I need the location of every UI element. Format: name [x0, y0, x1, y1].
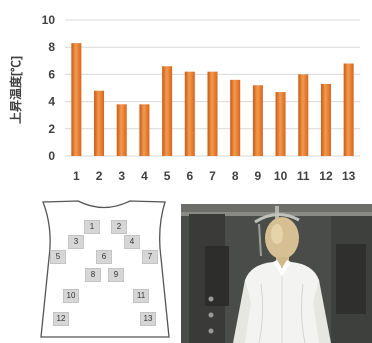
x-tick-label: 2	[96, 169, 103, 183]
bars	[71, 43, 354, 157]
x-tick-label: 13	[342, 169, 356, 183]
x-tick-label: 12	[319, 169, 333, 183]
bar-4	[139, 104, 150, 156]
bar-9	[252, 85, 263, 156]
y-tick-label: 0	[48, 149, 55, 163]
x-tick-label: 1	[73, 169, 80, 183]
bar-7	[207, 71, 218, 156]
y-axis-label: 上昇温度[℃]	[8, 56, 23, 124]
x-tick-label: 4	[141, 169, 148, 183]
y-tick-label: 6	[48, 67, 55, 81]
sensor-marker-3: 3	[68, 235, 84, 249]
bar-13	[343, 63, 354, 156]
x-tick-label: 8	[232, 169, 239, 183]
sensor-marker-5: 5	[50, 250, 66, 264]
x-tick-label: 5	[164, 169, 171, 183]
sensor-marker-10: 10	[63, 289, 79, 303]
y-axis-ticks: 0 2 4 6 8 10	[42, 13, 56, 163]
y-tick-label: 2	[48, 122, 55, 136]
sensor-marker-6: 6	[96, 250, 112, 264]
sensor-marker-9: 9	[108, 268, 124, 282]
x-tick-label: 9	[255, 169, 262, 183]
bar-1	[71, 43, 82, 157]
y-tick-label: 4	[48, 95, 55, 109]
y-tick-label: 8	[48, 40, 55, 54]
bar-2	[94, 90, 105, 156]
y-tick-label: 10	[42, 13, 56, 27]
mannequin-photo-image	[181, 204, 372, 343]
sensor-marker-8: 8	[85, 268, 101, 282]
bar-8	[230, 79, 241, 156]
shirt-sensor-diagram: 1 2 3 4 5 6 7 8 9 10 11 12 13	[38, 198, 172, 340]
x-tick-label: 10	[274, 169, 288, 183]
sensor-marker-12: 12	[53, 312, 69, 326]
bar-6	[184, 71, 195, 156]
bar-11	[298, 74, 309, 156]
x-tick-label: 11	[297, 169, 310, 183]
x-tick-label: 7	[209, 169, 216, 183]
sensor-marker-13: 13	[140, 312, 156, 326]
bar-3	[116, 104, 127, 156]
sensor-marker-2: 2	[111, 220, 127, 234]
bar-10	[275, 92, 286, 156]
mannequin-photo	[181, 204, 372, 343]
sensor-marker-7: 7	[142, 250, 158, 264]
sensor-marker-11: 11	[133, 289, 149, 303]
x-tick-label: 6	[186, 169, 193, 183]
x-tick-label: 3	[118, 169, 125, 183]
bar-12	[320, 83, 331, 156]
bar-5	[162, 66, 173, 156]
sensor-marker-1: 1	[84, 220, 100, 234]
sensor-marker-4: 4	[124, 235, 140, 249]
x-axis-ticks: 1 2 3 4 5 6 7 8 9 10 11 12 13	[73, 169, 356, 183]
